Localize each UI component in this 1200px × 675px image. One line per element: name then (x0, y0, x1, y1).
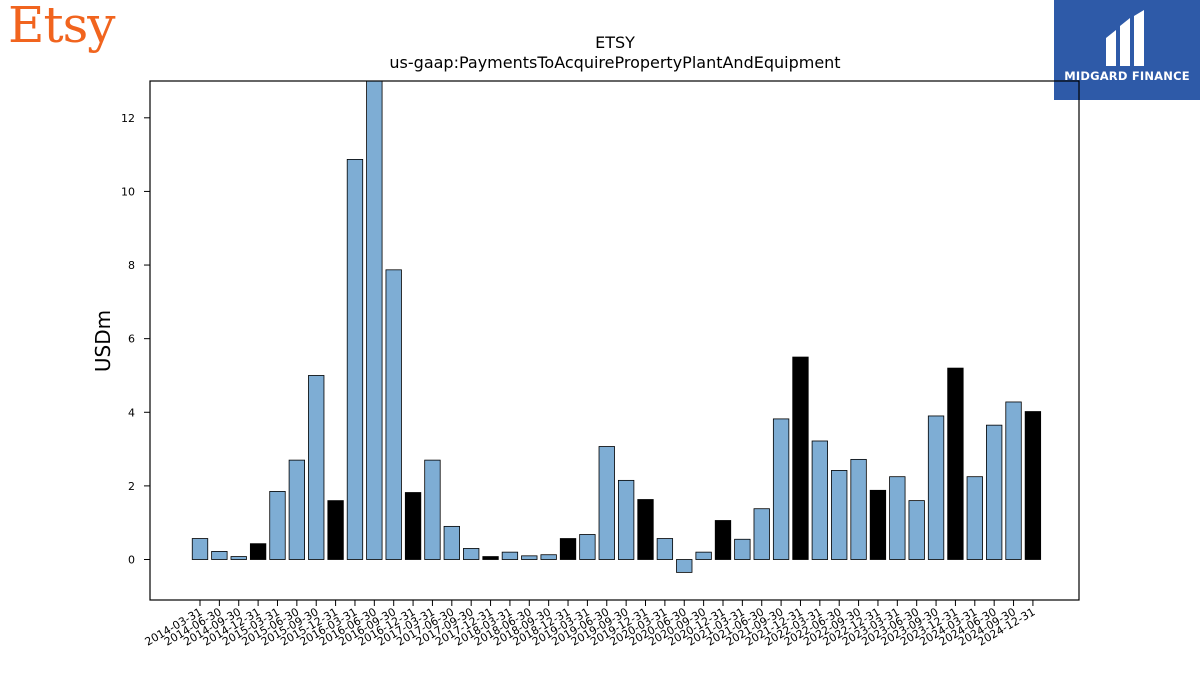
y-tick-label: 8 (128, 259, 135, 272)
bar-2015-06-30 (288, 459, 306, 560)
midgard-finance-badge: MIDGARD FINANCE (1054, 0, 1200, 100)
bar-2014-06-30 (211, 551, 228, 560)
bar-2021-03-31 (734, 538, 751, 560)
y-axis-label: USDm (91, 310, 115, 372)
etsy-logo: Etsy (8, 0, 115, 54)
bar-2016-06-30 (366, 80, 383, 560)
bar-2023-12-31 (947, 367, 964, 560)
bar-2022-09-30 (850, 458, 867, 560)
midgard-logo-icon (1106, 10, 1144, 66)
bar-2024-06-30 (986, 424, 1003, 560)
bar-2020-09-30 (695, 551, 712, 560)
bar-2015-09-30 (308, 375, 325, 560)
bar-2016-03-31 (346, 159, 364, 560)
bar-2014-09-30 (230, 556, 247, 560)
bar-2019-03-31 (579, 534, 596, 560)
chart-title: ETSY (595, 33, 635, 52)
bar-2014-03-31 (191, 538, 209, 560)
bar-2019-06-30 (598, 446, 615, 560)
bar-2023-09-30 (927, 415, 945, 560)
bar-2017-12-31 (482, 556, 499, 560)
bar-2017-09-30 (463, 548, 480, 560)
plot-frame (149, 80, 1080, 601)
bar-2019-09-30 (617, 479, 635, 560)
bar-2021-09-30 (772, 418, 790, 560)
bar-2019-12-31 (637, 499, 654, 560)
bar-2022-12-31 (869, 489, 887, 560)
chart-subtitle: us-gaap:PaymentsToAcquirePropertyPlantAn… (389, 53, 840, 72)
bar-series (191, 80, 1042, 573)
bar-2020-06-30 (676, 559, 693, 573)
y-tick-label: 10 (121, 185, 135, 198)
y-tick-label: 6 (128, 333, 135, 346)
bar-2016-09-30 (385, 269, 402, 560)
badge-label: MIDGARD FINANCE (1064, 69, 1190, 83)
bar-2018-03-31 (501, 551, 519, 560)
bar-2014-12-31 (249, 543, 267, 560)
y-tick-label: 12 (121, 112, 135, 125)
bar-2021-06-30 (753, 508, 770, 560)
bar-2018-06-30 (521, 555, 538, 560)
bar-2023-06-30 (908, 500, 925, 560)
bar-2018-09-30 (540, 554, 557, 560)
y-tick-label: 2 (128, 480, 135, 493)
bar-2017-06-30 (443, 525, 460, 560)
y-tick-label: 4 (128, 406, 135, 419)
bar-2024-12-31 (1024, 411, 1042, 560)
bar-2024-03-31 (966, 476, 983, 560)
bar-2023-03-31 (889, 476, 906, 560)
bar-2021-12-31 (792, 356, 809, 560)
bar-2018-12-31 (559, 538, 577, 560)
bar-2024-09-30 (1005, 401, 1022, 560)
x-axis-ticks: 2014-03-312014-06-302014-09-302014-12-31… (143, 600, 1037, 649)
bar-2020-03-31 (656, 538, 674, 560)
bar-2022-06-30 (831, 470, 848, 560)
bar-2017-03-31 (424, 459, 441, 560)
y-axis-ticks: 0 2 4 6 8 10 12 (121, 112, 150, 567)
y-tick-label: 0 (128, 554, 135, 567)
bar-2015-12-31 (327, 500, 344, 560)
bar-2015-03-31 (269, 491, 286, 560)
bar-2020-12-31 (714, 520, 732, 560)
bar-2016-12-31 (404, 492, 422, 560)
bar-2022-03-31 (811, 440, 828, 560)
